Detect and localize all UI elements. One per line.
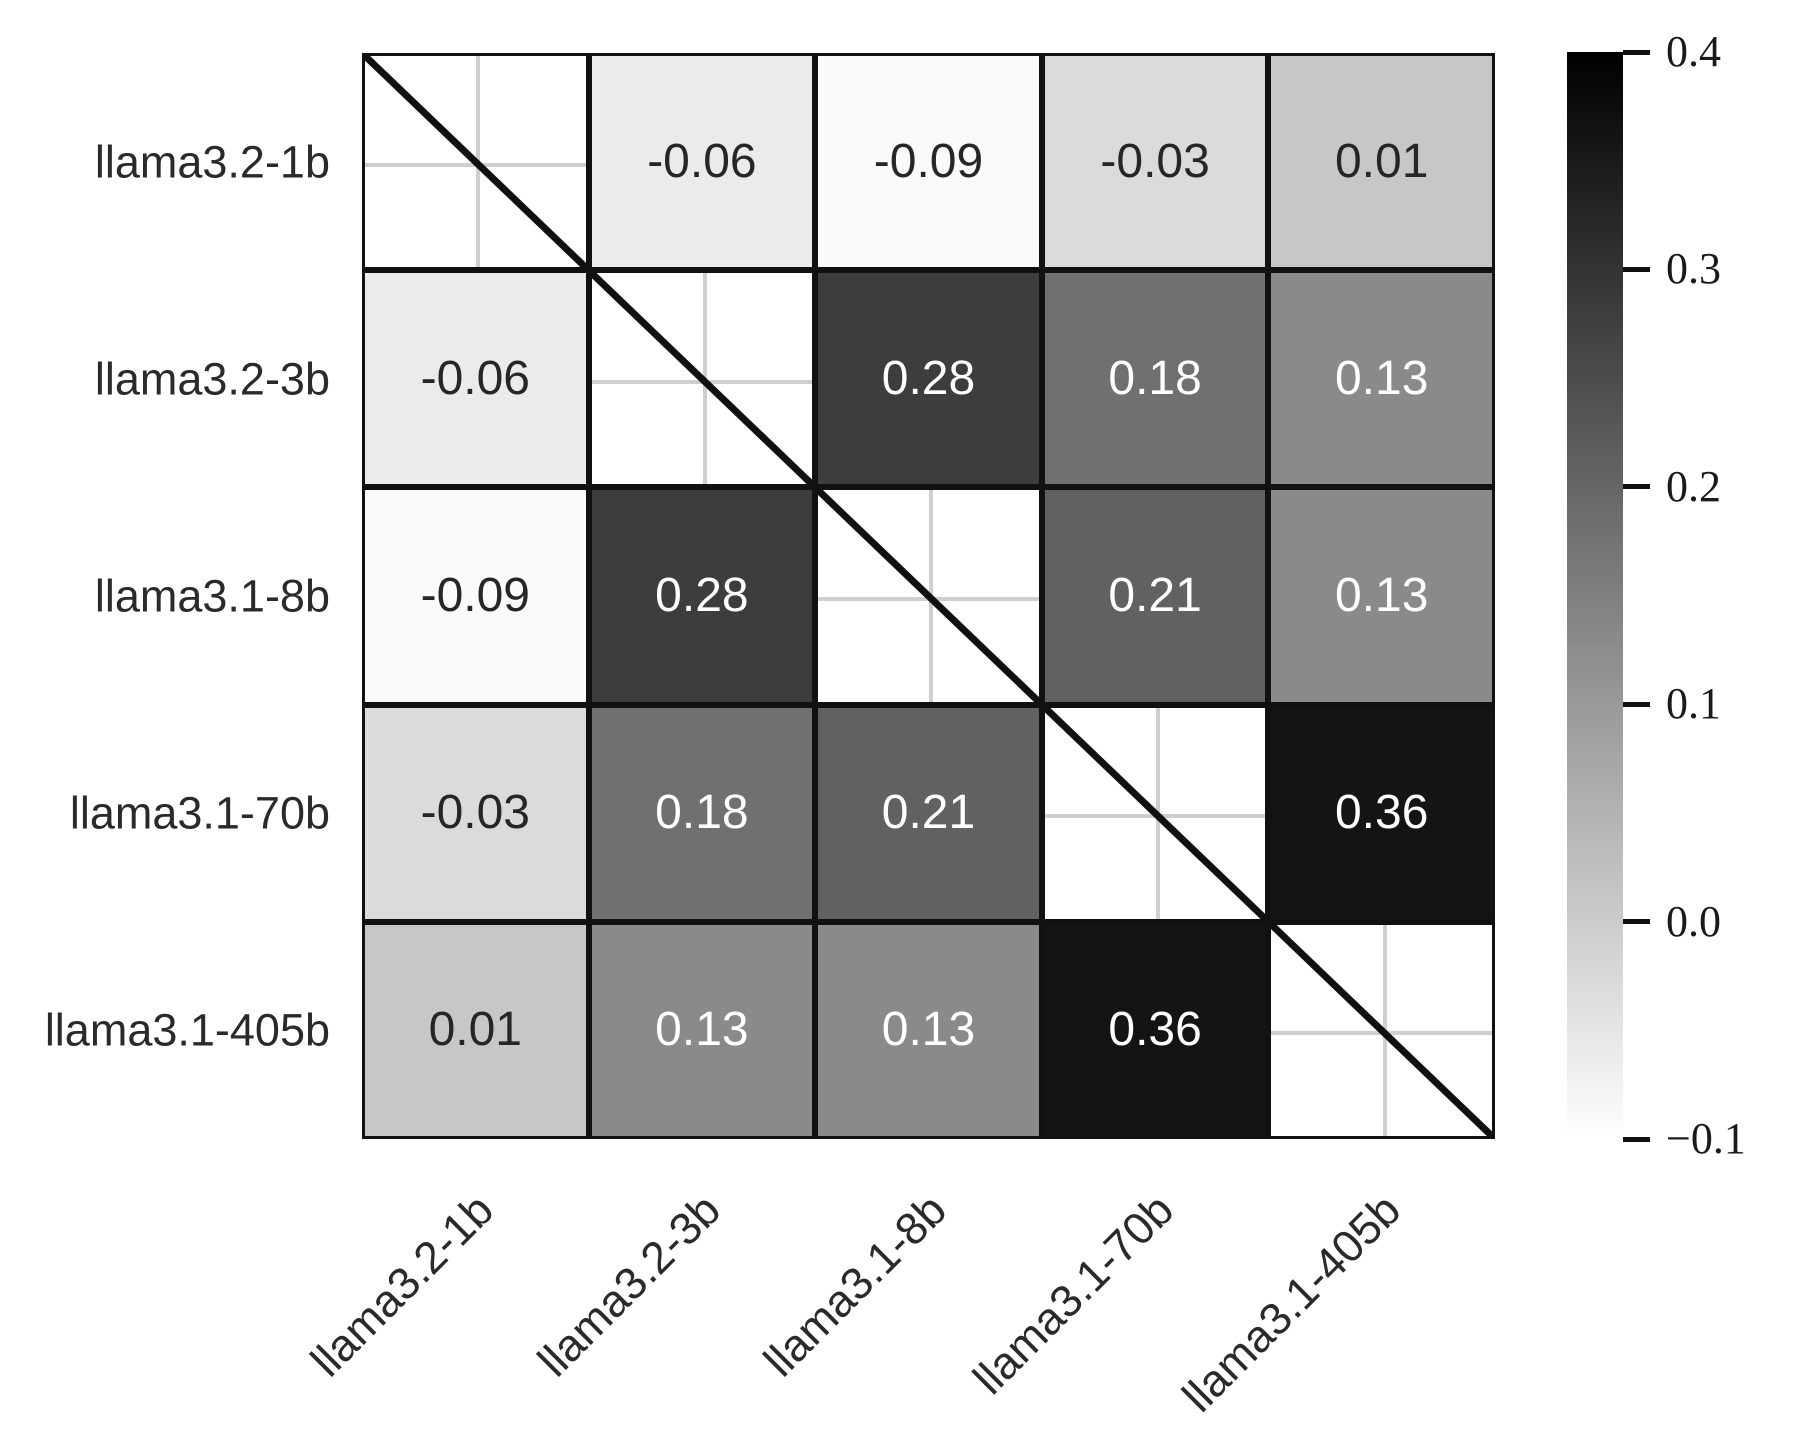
heatmap-cell: 0.21 [815,704,1042,922]
heatmap-matrix: -0.06 -0.09 -0.03 0.01 -0.06 0.28 0.18 0.13 -0.0… [362,53,1495,1139]
cell-value: 0.21 [881,786,976,840]
grid-line-horizontal [365,162,586,167]
grid-line-horizontal [818,596,1039,601]
heatmap-cell: 0.21 [1041,487,1269,705]
row-label: llama3.2-3b [94,353,330,405]
heatmap-cell: -0.03 [1041,53,1269,271]
heatmap-cell: 0.13 [1268,270,1495,488]
heatmap-cell [815,487,1042,705]
cell-value: -0.06 [647,134,757,188]
grid-line-vertical [1156,707,1161,919]
cell-value: 0.13 [881,1003,976,1057]
cell-value: -0.06 [420,351,530,405]
heatmap-cell: 0.13 [815,921,1042,1139]
colorbar-tick-label: 0.0 [1666,896,1721,946]
heatmap-cell: 0.13 [1268,487,1495,705]
row-label: llama3.1-8b [94,570,330,622]
colorbar-tick-mark [1623,701,1650,707]
x-tick-label: llama3.2-1b [300,1183,504,1387]
cell-value: 0.36 [1108,1003,1202,1057]
colorbar-tick-mark [1623,1136,1650,1142]
colorbar-tick-label: 0.3 [1666,244,1721,294]
heatmap-cell: 0.36 [1041,921,1269,1139]
heatmap-cell: -0.06 [588,53,816,271]
grid-line-vertical [929,490,934,702]
row-label: llama3.1-405b [44,1004,330,1056]
colorbar-tick-label: 0.1 [1666,679,1721,729]
heatmap-cell [1041,704,1269,922]
cell-value: 0.36 [1334,786,1429,840]
heatmap-cell: 0.36 [1268,704,1495,922]
heatmap-cell: 0.28 [588,487,816,705]
cell-value: -0.09 [420,568,530,622]
heatmap-cell: 0.01 [1268,53,1495,271]
heatmap-cell [1268,921,1495,1139]
row-label: llama3.1-70b [69,787,330,839]
heatmap-cell [588,270,816,488]
colorbar [1567,52,1623,1139]
cell-value: 0.01 [1334,134,1429,188]
heatmap-cell: 0.01 [362,921,589,1139]
cell-value: 0.18 [1108,351,1202,405]
colorbar-tick-label: 0.4 [1666,27,1721,76]
grid-line-vertical [702,273,707,485]
cell-value: 0.28 [881,351,976,405]
heatmap-cell: 0.18 [588,704,816,922]
heatmap-cell: -0.06 [362,270,589,488]
heatmap-cell: 0.28 [815,270,1042,488]
grid-line-horizontal [591,379,813,384]
heatmap-cell: 0.13 [588,921,816,1139]
colorbar-tick-label: 0.2 [1666,461,1721,511]
grid-line-vertical [476,56,481,268]
heatmap-cell: -0.09 [815,53,1042,271]
row-label: llama3.2-1b [94,136,330,188]
x-tick-label: llama3.1-405b [1171,1183,1410,1422]
grid-line-vertical [1382,924,1387,1136]
grid-line-horizontal [1044,814,1266,819]
heatmap-cell: -0.03 [362,704,589,922]
cell-value: -0.03 [420,786,530,840]
x-tick-label: llama3.1-8b [754,1183,957,1387]
colorbar-tick-label: −0.1 [1666,1114,1746,1163]
colorbar-tick-mark [1623,484,1650,490]
colorbar-tick-mark [1623,266,1650,272]
cell-value: 0.28 [655,568,749,622]
cell-value: 0.13 [655,1003,749,1057]
x-tick-label: llama3.2-3b [527,1183,730,1387]
cell-value: 0.13 [1334,568,1429,622]
cell-value: -0.09 [873,134,984,188]
heatmap-cell: 0.18 [1041,270,1269,488]
grid-line-horizontal [1271,1031,1492,1036]
cell-value: 0.18 [655,786,749,840]
heatmap-cell [362,53,589,271]
heatmap-cell: -0.09 [362,487,589,705]
cell-value: 0.13 [1334,351,1429,405]
x-tick-label: llama3.1-70b [963,1183,1184,1404]
colorbar-tick-mark [1623,919,1650,925]
cell-value: 0.21 [1108,568,1202,622]
cell-value: 0.01 [428,1003,522,1057]
cell-value: -0.03 [1100,134,1210,188]
colorbar-tick-mark [1623,49,1650,55]
